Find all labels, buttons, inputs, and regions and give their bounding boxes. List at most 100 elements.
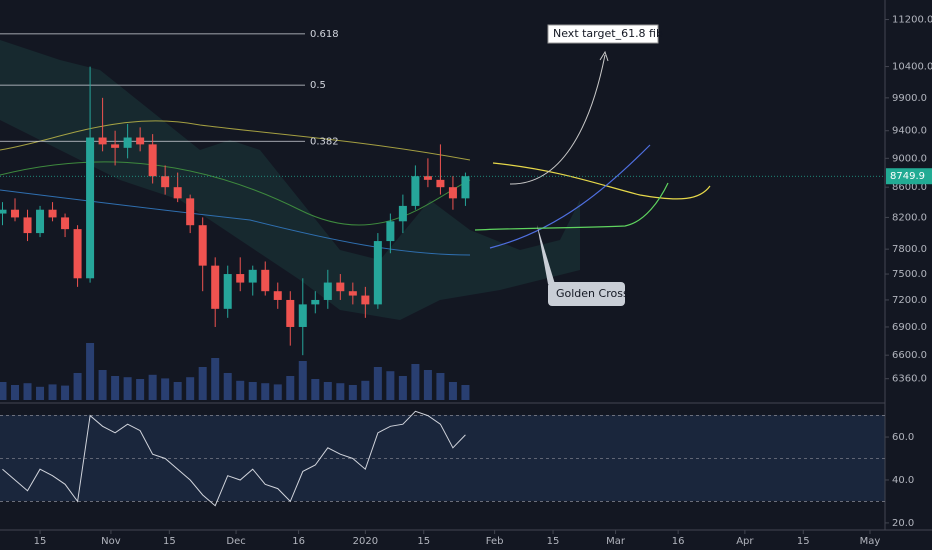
volume-bar xyxy=(248,382,257,400)
y-tick-label: 8600.0 xyxy=(892,182,927,193)
candle-body xyxy=(373,241,382,305)
y-tick-label: 40.0 xyxy=(892,475,914,486)
candle-body xyxy=(436,179,445,188)
rsi-band xyxy=(0,415,885,501)
candle-body xyxy=(98,137,107,145)
x-tick-label: Apr xyxy=(736,536,754,547)
x-tick-label: Feb xyxy=(486,536,504,547)
volume-bar xyxy=(36,386,45,400)
candle-body xyxy=(161,176,170,188)
volume-bar xyxy=(48,384,57,400)
x-tick-label: 15 xyxy=(547,536,560,547)
annotation: Next target_61.8 fib xyxy=(553,27,663,40)
target-arrow xyxy=(509,54,606,185)
candle-body xyxy=(411,176,420,206)
y-tick-label: 60.0 xyxy=(892,432,914,443)
candle-body xyxy=(223,274,232,309)
volume-bar xyxy=(0,382,7,400)
volume-bar xyxy=(136,379,145,400)
candle-body xyxy=(448,187,457,199)
x-tick-label: 16 xyxy=(672,536,685,547)
candle-body xyxy=(73,229,82,279)
candle-body xyxy=(61,217,70,230)
volume-bar xyxy=(111,376,120,400)
candle-body xyxy=(236,274,245,283)
volume-bar xyxy=(298,361,307,400)
candle-body xyxy=(198,225,207,266)
candle-body xyxy=(123,137,132,148)
volume-bar xyxy=(98,370,107,400)
candle-body xyxy=(423,176,432,180)
y-tick-label: 9900.0 xyxy=(892,93,927,104)
y-tick-label: 6600.0 xyxy=(892,350,927,361)
candle-body xyxy=(298,304,307,327)
x-tick-label: Mar xyxy=(606,536,626,547)
candle-body xyxy=(286,299,295,327)
candle-body xyxy=(186,198,195,226)
x-tick-label: 15 xyxy=(797,536,810,547)
volume-bar xyxy=(198,367,207,400)
projection xyxy=(474,182,669,231)
volume-bar xyxy=(211,358,220,400)
volume-bar xyxy=(411,364,420,400)
fib-label: 0.382 xyxy=(310,136,339,147)
candle-body xyxy=(386,221,395,242)
candle-body xyxy=(336,282,345,292)
volume-bar xyxy=(461,385,470,400)
candle-body xyxy=(461,176,470,199)
volume-bar xyxy=(323,382,332,400)
candle-body xyxy=(273,291,282,300)
volume-bar xyxy=(311,379,320,400)
volume-bar xyxy=(173,382,182,400)
volume-bar xyxy=(161,378,170,400)
projection xyxy=(489,144,651,249)
x-tick-label: Nov xyxy=(101,536,121,547)
volume-bar xyxy=(86,343,95,400)
candle-body xyxy=(136,137,145,145)
last-price-box xyxy=(886,168,932,185)
candle-body xyxy=(11,209,20,218)
volume-bar xyxy=(348,385,357,400)
x-tick-label: 16 xyxy=(292,536,305,547)
candle-body xyxy=(23,217,32,234)
candle-body xyxy=(0,209,7,214)
volume-bar xyxy=(261,383,270,400)
last-price-label: 8749.9 xyxy=(890,171,925,182)
fib-label: 0.618 xyxy=(310,29,339,40)
volume-bar xyxy=(23,383,32,400)
y-tick-label: 6360.0 xyxy=(892,374,927,385)
candle-body xyxy=(148,144,157,177)
y-tick-label: 6900.0 xyxy=(892,322,927,333)
x-tick-label: 2020 xyxy=(353,536,378,547)
y-tick-label: 7200.0 xyxy=(892,295,927,306)
callout-pointer xyxy=(537,225,555,284)
candle-body xyxy=(348,291,357,296)
candle-body xyxy=(36,209,45,234)
y-tick-label: 7500.0 xyxy=(892,269,927,280)
y-tick-label: 20.0 xyxy=(892,518,914,529)
volume-bar xyxy=(448,382,457,400)
cloud xyxy=(0,40,580,320)
volume-bar xyxy=(236,380,245,400)
candle-body xyxy=(261,269,270,292)
annotation: Golden Cross xyxy=(556,287,629,300)
candle-body xyxy=(86,137,95,279)
y-tick-label: 11200.0 xyxy=(892,15,932,26)
volume-bar xyxy=(436,373,445,400)
y-tick-label: 9000.0 xyxy=(892,153,927,164)
candle-body xyxy=(173,187,182,199)
annotation-box xyxy=(548,282,625,306)
candle-body xyxy=(311,299,320,305)
fib-label: 0.5 xyxy=(310,80,326,91)
projection xyxy=(492,162,711,200)
volume-bar xyxy=(11,385,20,400)
y-tick-label: 7800.0 xyxy=(892,244,927,255)
x-tick-label: 15 xyxy=(163,536,176,547)
volume-bar xyxy=(223,373,232,400)
moving-average xyxy=(0,120,471,161)
arrow-head xyxy=(599,50,609,62)
volume-bar xyxy=(386,371,395,400)
volume-bar xyxy=(148,374,157,400)
volume-bar xyxy=(273,384,282,400)
